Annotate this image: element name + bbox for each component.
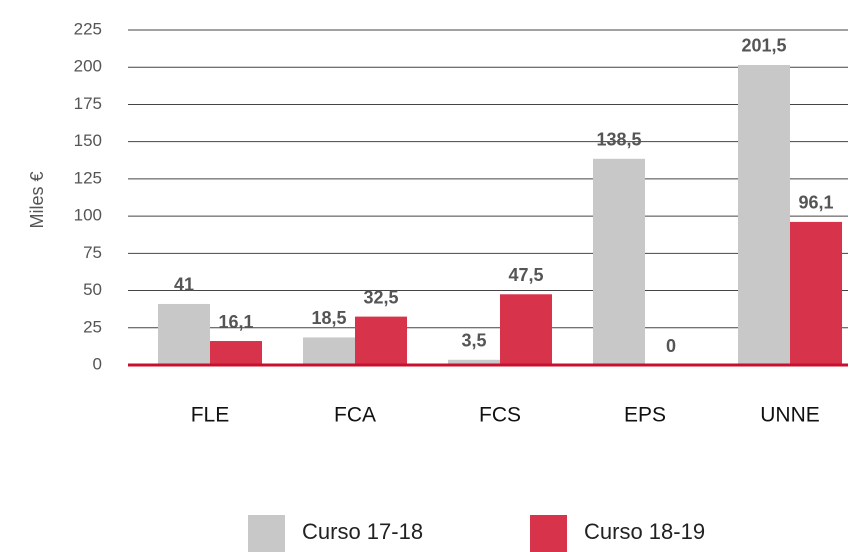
y-tick-label: 175 bbox=[74, 94, 102, 113]
legend-swatch bbox=[530, 515, 567, 552]
x-tick-label: FLE bbox=[191, 404, 230, 427]
bar bbox=[303, 337, 355, 365]
data-label: 41 bbox=[174, 275, 194, 295]
y-tick-label: 75 bbox=[83, 243, 102, 262]
x-tick-label: EPS bbox=[624, 404, 666, 427]
y-tick-label: 100 bbox=[74, 206, 102, 225]
bar bbox=[790, 221, 842, 365]
data-label: 16,1 bbox=[218, 312, 253, 332]
bar bbox=[448, 359, 500, 365]
bar bbox=[355, 316, 407, 365]
legend-swatch bbox=[248, 515, 285, 552]
data-label: 18,5 bbox=[311, 308, 346, 328]
y-tick-label: 50 bbox=[83, 280, 102, 299]
data-label: 3,5 bbox=[461, 331, 486, 351]
data-label: 0 bbox=[666, 336, 676, 356]
bar bbox=[738, 64, 790, 365]
x-tick-label: FCA bbox=[334, 404, 376, 427]
data-label: 201,5 bbox=[741, 36, 786, 56]
legend-label: Curso 18-19 bbox=[584, 519, 705, 544]
bar bbox=[593, 158, 645, 365]
y-tick-label: 0 bbox=[93, 354, 102, 373]
bar bbox=[500, 294, 552, 365]
data-label: 138,5 bbox=[596, 130, 641, 150]
y-tick-label: 25 bbox=[83, 317, 102, 336]
bar bbox=[210, 341, 262, 365]
bar bbox=[158, 303, 210, 365]
y-tick-label: 125 bbox=[74, 168, 102, 187]
data-label: 47,5 bbox=[508, 265, 543, 285]
y-tick-label: 200 bbox=[74, 57, 102, 76]
data-label: 32,5 bbox=[363, 287, 398, 307]
data-label: 96,1 bbox=[798, 193, 833, 213]
x-tick-label: UNNE bbox=[760, 404, 820, 427]
legend-label: Curso 17-18 bbox=[302, 519, 423, 544]
y-axis-label: Miles € bbox=[27, 171, 47, 228]
x-tick-label: FCS bbox=[479, 404, 521, 427]
y-tick-label: 150 bbox=[74, 131, 102, 150]
y-tick-label: 225 bbox=[74, 19, 102, 38]
